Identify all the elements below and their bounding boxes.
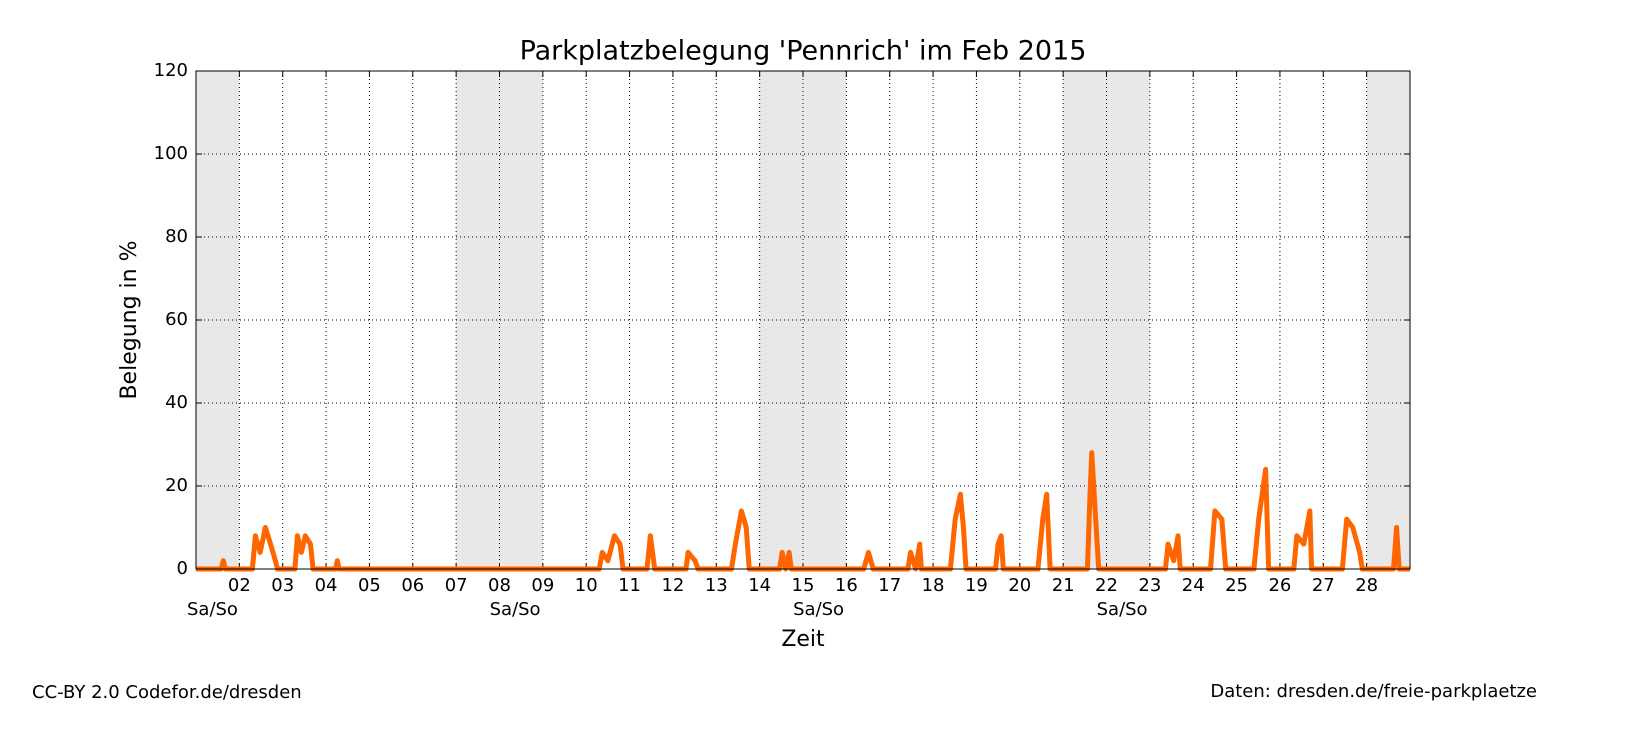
y-tick-label: 0	[177, 558, 188, 579]
x-tick-label: 21	[1052, 575, 1075, 596]
y-axis-label: Belegung in %	[117, 240, 142, 399]
x-tick-label: 19	[965, 575, 988, 596]
x-tick-label: 25	[1225, 575, 1248, 596]
x-tick-label: 08	[488, 575, 511, 596]
x-tick-label: 24	[1182, 575, 1205, 596]
x-tick-label: 10	[575, 575, 598, 596]
x-tick-label: 14	[748, 575, 771, 596]
x-tick-label: 02	[228, 575, 251, 596]
weekend-label: Sa/So	[187, 599, 238, 620]
y-tick-label: 60	[165, 309, 188, 330]
x-tick-label: 12	[661, 575, 684, 596]
x-tick-label: 22	[1095, 575, 1118, 596]
x-tick-label: 03	[271, 575, 294, 596]
footer-left: CC-BY 2.0 Codefor.de/dresden	[32, 682, 302, 703]
x-tick-label: 16	[835, 575, 858, 596]
x-tick-label: 27	[1312, 575, 1335, 596]
x-tick-label: 15	[792, 575, 815, 596]
x-tick-label: 18	[922, 575, 945, 596]
weekend-label: Sa/So	[490, 599, 541, 620]
x-tick-label: 05	[358, 575, 381, 596]
x-tick-label: 28	[1355, 575, 1378, 596]
x-tick-label: 06	[401, 575, 424, 596]
weekend-label: Sa/So	[793, 599, 844, 620]
x-tick-label: 20	[1008, 575, 1031, 596]
x-tick-label: 07	[445, 575, 468, 596]
plot-frame	[195, 70, 1411, 570]
weekend-label: Sa/So	[1097, 599, 1148, 620]
y-tick-label: 120	[154, 60, 188, 81]
x-tick-label: 23	[1138, 575, 1161, 596]
x-tick-label: 26	[1268, 575, 1291, 596]
x-tick-label: 04	[315, 575, 338, 596]
data-line	[196, 450, 1410, 572]
x-tick-label: 09	[531, 575, 554, 596]
chart-title: Parkplatzbelegung 'Pennrich' im Feb 2015	[520, 36, 1087, 67]
x-axis-label: Zeit	[781, 627, 825, 652]
x-tick-label: 11	[618, 575, 641, 596]
y-tick-label: 80	[165, 226, 188, 247]
y-tick-label: 20	[165, 475, 188, 496]
x-tick-label: 17	[878, 575, 901, 596]
y-tick-label: 100	[154, 143, 188, 164]
footer-right: Daten: dresden.de/freie-parkplaetze	[1210, 681, 1537, 702]
y-tick-label: 40	[165, 392, 188, 413]
x-tick-label: 13	[705, 575, 728, 596]
